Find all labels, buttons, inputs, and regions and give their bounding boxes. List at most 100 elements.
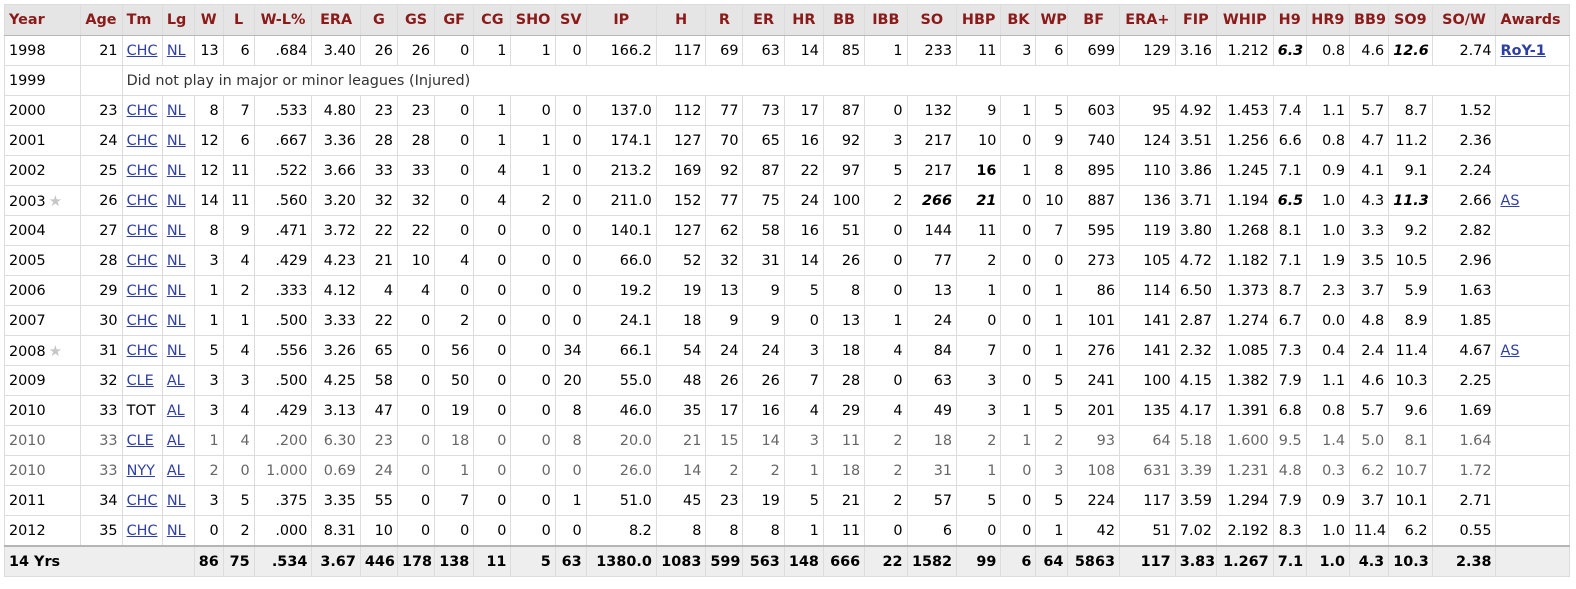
col-header-h[interactable]: H: [655, 4, 707, 36]
col-header-hr9[interactable]: HR9: [1305, 4, 1351, 36]
col-header-so[interactable]: SO: [906, 4, 958, 36]
award-link[interactable]: AS: [1500, 342, 1520, 359]
col-header-wp[interactable]: WP: [1035, 4, 1069, 36]
col-header-era[interactable]: ERA: [311, 4, 361, 36]
col-header-bf[interactable]: BF: [1067, 4, 1120, 36]
career-total-row: 14 Yrs 86 75.534 3.67 446 178 138 11 5 63 1380.0 10…: [4, 545, 1570, 577]
stat-whip: 1.382: [1215, 365, 1274, 396]
award-link[interactable]: RoY-1: [1500, 42, 1546, 59]
col-header-l[interactable]: L: [222, 4, 255, 36]
team-link[interactable]: CHC: [126, 132, 158, 149]
stat-wp: 5: [1035, 95, 1069, 126]
col-header-er[interactable]: ER: [742, 4, 785, 36]
stat-w: 3: [193, 395, 224, 426]
col-header-ibb[interactable]: IBB: [864, 4, 908, 36]
col-header-awards[interactable]: Awards: [1495, 4, 1570, 36]
stat-l: 1: [222, 305, 255, 336]
stat-ip: 213.2: [585, 155, 657, 186]
team-link[interactable]: CLE: [126, 372, 154, 389]
league-link[interactable]: AL: [166, 462, 185, 479]
team-cell: CHC: [121, 275, 163, 306]
stat-wp: 1: [1035, 515, 1069, 547]
col-header-whip[interactable]: WHIP: [1215, 4, 1274, 36]
col-header-sv[interactable]: SV: [554, 4, 587, 36]
league-link[interactable]: NL: [166, 42, 186, 59]
team-link[interactable]: CHC: [126, 162, 158, 179]
stat-whip: 1.085: [1215, 335, 1274, 366]
stat-so: 233: [906, 35, 958, 66]
col-header-year[interactable]: Year: [3, 4, 82, 36]
team-link[interactable]: CHC: [126, 252, 158, 269]
col-header-sho[interactable]: SHO: [510, 4, 556, 36]
team-link[interactable]: CHC: [126, 222, 158, 239]
col-header-g[interactable]: G: [359, 4, 398, 36]
stat-so9: 8.1: [1388, 425, 1433, 456]
col-header-fip[interactable]: FIP: [1174, 4, 1217, 36]
team-link[interactable]: CHC: [126, 492, 158, 509]
team-link[interactable]: CHC: [126, 42, 158, 59]
team-cell: CHC: [121, 125, 163, 156]
col-header-lg[interactable]: Lg: [161, 4, 195, 36]
col-header-w[interactable]: W: [193, 4, 224, 36]
col-header-r[interactable]: R: [705, 4, 744, 36]
col-header-era[interactable]: ERA+: [1118, 4, 1176, 36]
col-header-gs[interactable]: GS: [396, 4, 436, 36]
col-header-cg[interactable]: CG: [473, 4, 512, 36]
col-header-ip[interactable]: IP: [585, 4, 657, 36]
league-cell: NL: [161, 485, 195, 516]
col-header-bb9[interactable]: BB9: [1349, 4, 1390, 36]
league-link[interactable]: AL: [166, 432, 185, 449]
league-link[interactable]: NL: [166, 282, 186, 299]
col-header-hr[interactable]: HR: [783, 4, 824, 36]
stat-so9: 9.1: [1388, 155, 1433, 186]
league-link[interactable]: NL: [166, 102, 186, 119]
league-link[interactable]: NL: [166, 222, 186, 239]
age-cell: 21: [80, 35, 123, 66]
col-header-hbp[interactable]: HBP: [956, 4, 1002, 36]
league-link[interactable]: NL: [166, 162, 186, 179]
col-header-tm[interactable]: Tm: [121, 4, 163, 36]
team-link[interactable]: CLE: [126, 432, 154, 449]
team-link[interactable]: CHC: [126, 522, 158, 539]
stat-era: 3.33: [311, 305, 361, 336]
stat-bb9: 4.1: [1349, 155, 1390, 186]
team-cell: CHC: [121, 305, 163, 336]
award-link[interactable]: AS: [1500, 192, 1520, 209]
league-cell: AL: [161, 365, 195, 396]
stat-h9: 7.1: [1272, 245, 1307, 276]
age-cell: 24: [80, 125, 123, 156]
team-link[interactable]: CHC: [126, 312, 158, 329]
stat-so9: 8.9: [1388, 305, 1433, 336]
team-link[interactable]: CHC: [126, 102, 158, 119]
league-link[interactable]: AL: [166, 372, 185, 389]
stat-ip: 24.1: [585, 305, 657, 336]
col-header-bk[interactable]: BK: [1000, 4, 1037, 36]
stat-bf: 101: [1067, 305, 1120, 336]
league-link[interactable]: NL: [166, 132, 186, 149]
league-link[interactable]: NL: [166, 522, 186, 539]
stat-hr: 14: [783, 35, 824, 66]
team-link[interactable]: CHC: [126, 342, 158, 359]
col-header-w-l[interactable]: W-L%: [253, 4, 313, 36]
col-header-bb[interactable]: BB: [822, 4, 866, 36]
year-cell: 2000: [3, 95, 82, 126]
league-link[interactable]: NL: [166, 312, 186, 329]
team-link[interactable]: CHC: [126, 282, 158, 299]
team-link[interactable]: NYY: [126, 462, 155, 479]
league-link[interactable]: NL: [166, 342, 186, 359]
league-link[interactable]: NL: [166, 192, 186, 209]
stat-ip: 46.0: [585, 395, 657, 426]
stat-w: 1: [193, 305, 224, 336]
col-header-so9[interactable]: SO9: [1388, 4, 1433, 36]
league-link[interactable]: AL: [166, 402, 185, 419]
stat-bf: 595: [1067, 215, 1120, 246]
col-header-gf[interactable]: GF: [434, 4, 475, 36]
team-link[interactable]: CHC: [126, 192, 158, 209]
col-header-so-w[interactable]: SO/W: [1431, 4, 1497, 36]
stat-er: 16: [742, 395, 785, 426]
year-cell: 2002: [3, 155, 82, 186]
league-link[interactable]: NL: [166, 252, 186, 269]
col-header-h9[interactable]: H9: [1272, 4, 1307, 36]
league-link[interactable]: NL: [166, 492, 186, 509]
col-header-age[interactable]: Age: [80, 4, 123, 36]
